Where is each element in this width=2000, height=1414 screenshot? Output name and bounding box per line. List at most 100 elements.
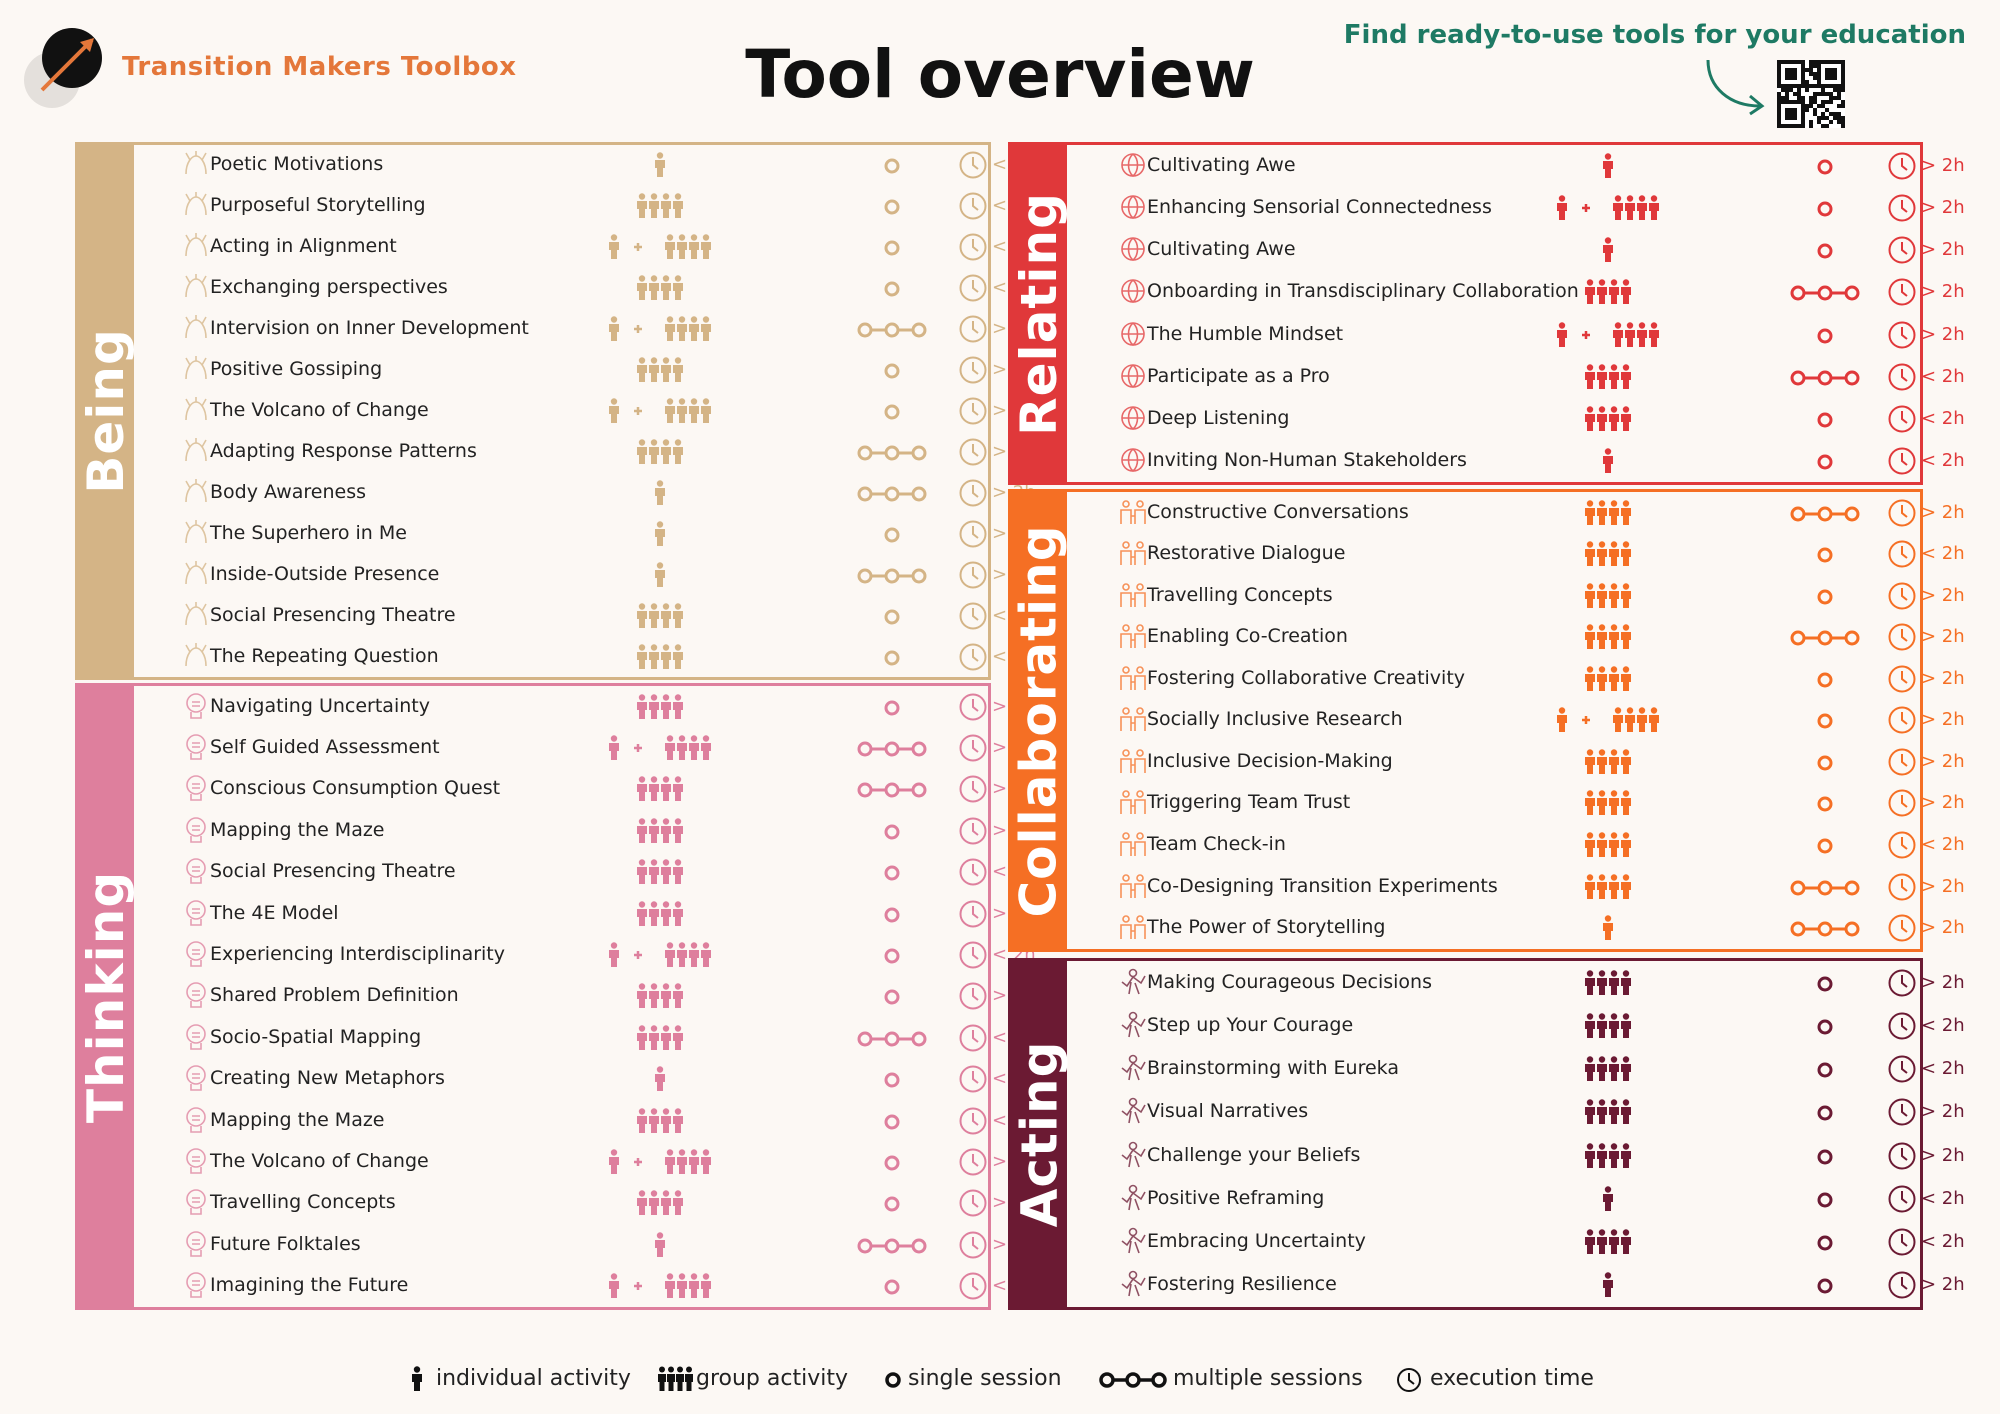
tool-row[interactable]: Mapping the Maze> 2h	[134, 812, 1036, 850]
tool-row[interactable]: Restorative Dialogue < 2h	[1067, 535, 1965, 573]
tool-name[interactable]: The Repeating Question	[210, 644, 439, 667]
tool-row[interactable]: Exchanging perspectives< 2h	[134, 269, 1036, 307]
tool-name[interactable]: The Humble Mindset	[1147, 322, 1344, 345]
tool-name[interactable]: Acting in Alignment	[210, 235, 397, 258]
tool-row[interactable]: Enhancing Sensorial Connectedness > 2h	[1067, 189, 1965, 227]
tool-name[interactable]: Inside-Outside Presence	[210, 562, 440, 585]
tool-row[interactable]: The Volcano of Change> 2h	[134, 392, 1036, 430]
tool-row[interactable]: Intervision on Inner Development> 2h	[134, 310, 1036, 348]
tool-row[interactable]: Cultivating Awe > 2h	[1067, 231, 1965, 269]
tool-row[interactable]: Challenge your Beliefs > 2h	[1067, 1137, 1965, 1175]
tool-row[interactable]: The 4E Model> 2h	[134, 895, 1036, 933]
tool-name[interactable]: Travelling Concepts	[210, 1191, 396, 1214]
tool-row[interactable]: Purposeful Storytelling< 2h	[134, 187, 1036, 225]
tool-name[interactable]: The Superhero in Me	[210, 521, 407, 544]
tool-row[interactable]: Inclusive Decision-Making > 2h	[1067, 743, 1965, 781]
tool-name[interactable]: Deep Listening	[1147, 406, 1290, 429]
tool-row[interactable]: Shared Problem Definition> 2h	[134, 977, 1036, 1015]
tool-name[interactable]: Restorative Dialogue	[1147, 542, 1346, 565]
tool-row[interactable]: Socially Inclusive Research > 2h	[1067, 701, 1965, 739]
tool-name[interactable]: Fostering Resilience	[1147, 1273, 1337, 1296]
tool-name[interactable]: The Volcano of Change	[210, 1149, 429, 1172]
tool-row[interactable]: Inviting Non-Human Stakeholders < 2h	[1067, 442, 1965, 480]
tool-name[interactable]: The 4E Model	[210, 901, 339, 924]
tool-name[interactable]: Triggering Team Trust	[1147, 791, 1351, 814]
tool-name[interactable]: Conscious Consumption Quest	[210, 777, 501, 800]
tool-row[interactable]: Adapting Response Patterns> 2h	[134, 433, 1036, 471]
tool-row[interactable]: Conscious Consumption Quest> 2h	[134, 770, 1036, 808]
tool-name[interactable]: Cultivating Awe	[1147, 154, 1296, 177]
tool-row[interactable]: Fostering Collaborative Creativity > 2h	[1067, 660, 1965, 698]
tool-row[interactable]: Self Guided Assessment> 2h	[134, 729, 1036, 767]
tool-name[interactable]: Social Presencing Theatre	[210, 860, 456, 883]
tool-name[interactable]: Socially Inclusive Research	[1147, 708, 1403, 731]
tool-row[interactable]: Imagining the Future< 2h	[134, 1267, 1036, 1305]
tool-row[interactable]: The Humble Mindset > 2h	[1067, 316, 1965, 354]
tool-name[interactable]: Visual Narratives	[1147, 1100, 1309, 1123]
tool-row[interactable]: Positive Reframing < 2h	[1067, 1180, 1965, 1218]
tool-name[interactable]: Positive Gossiping	[210, 358, 383, 381]
tool-name[interactable]: Socio-Spatial Mapping	[210, 1025, 422, 1048]
tool-name[interactable]: Challenge your Beliefs	[1147, 1143, 1361, 1166]
tool-name[interactable]: Mapping the Maze	[210, 818, 385, 841]
tool-name[interactable]: Inviting Non-Human Stakeholders	[1147, 448, 1467, 471]
tool-name[interactable]: Positive Reframing	[1147, 1186, 1325, 1209]
tool-name[interactable]: Brainstorming with Eureka	[1147, 1057, 1399, 1080]
tool-row[interactable]: Enabling Co-Creation > 2h	[1067, 618, 1965, 656]
tool-row[interactable]: Onboarding in Transdisciplinary Collabor…	[1067, 273, 1965, 311]
qr-code-icon[interactable]	[1777, 60, 1845, 128]
tool-name[interactable]: Fostering Collaborative Creativity	[1147, 666, 1466, 689]
tool-name[interactable]: Enhancing Sensorial Connectedness	[1147, 196, 1492, 219]
tool-row[interactable]: Participate as a Pro < 2h	[1067, 358, 1965, 396]
tool-row[interactable]: Inside-Outside Presence> 2h	[134, 556, 1036, 594]
tool-name[interactable]: Mapping the Maze	[210, 1108, 385, 1131]
tool-name[interactable]: Inclusive Decision-Making	[1147, 749, 1393, 772]
tool-name[interactable]: Exchanging perspectives	[210, 276, 448, 299]
tool-name[interactable]: Adapting Response Patterns	[210, 439, 477, 462]
tool-name[interactable]: Creating New Metaphors	[210, 1067, 445, 1090]
tool-row[interactable]: Cultivating Awe > 2h	[1067, 147, 1965, 185]
tool-row[interactable]: Experiencing Interdisciplinarity < 2h	[134, 936, 1036, 974]
tool-name[interactable]: Constructive Conversations	[1147, 500, 1409, 523]
tool-row[interactable]: Co-Designing Transition Experiments > 2h	[1067, 868, 1965, 906]
tool-row[interactable]: Constructive Conversations > 2h	[1067, 494, 1965, 532]
tool-row[interactable]: Deep Listening < 2h	[1067, 400, 1965, 438]
tool-name[interactable]: Team Check-in	[1147, 833, 1286, 856]
tool-name[interactable]: Onboarding in Transdisciplinary Collabor…	[1147, 280, 1579, 303]
tool-name[interactable]: Travelling Concepts	[1147, 583, 1333, 606]
tool-name[interactable]: Step up Your Courage	[1147, 1013, 1354, 1036]
tool-name[interactable]: Experiencing Interdisciplinarity	[210, 943, 506, 966]
tool-name[interactable]: Cultivating Awe	[1147, 238, 1296, 261]
tool-name[interactable]: Poetic Motivations	[210, 153, 384, 176]
tool-row[interactable]: Visual Narratives > 2h	[1067, 1093, 1965, 1131]
tool-row[interactable]: Creating New Metaphors< 2h	[134, 1060, 1036, 1098]
tool-name[interactable]: Co-Designing Transition Experiments	[1147, 874, 1498, 897]
tool-name[interactable]: Social Presencing Theatre	[210, 603, 456, 626]
tool-row[interactable]: Step up Your Courage < 2h	[1067, 1007, 1965, 1045]
tool-row[interactable]: Navigating Uncertainty> 2h	[134, 688, 1036, 726]
tool-row[interactable]: Making Courageous Decisions > 2h	[1067, 964, 1965, 1002]
tool-row[interactable]: The Repeating Question< 2h	[134, 638, 1036, 676]
tool-name[interactable]: Embracing Uncertainty	[1147, 1230, 1366, 1253]
tool-name[interactable]: Shared Problem Definition	[210, 984, 459, 1007]
tool-name[interactable]: Imagining the Future	[210, 1274, 409, 1297]
tool-name[interactable]: The Volcano of Change	[210, 398, 429, 421]
tool-row[interactable]: Embracing Uncertainty < 2h	[1067, 1223, 1965, 1261]
tool-row[interactable]: The Superhero in Me> 2h	[134, 515, 1036, 553]
tool-name[interactable]: Making Courageous Decisions	[1147, 970, 1432, 993]
tool-row[interactable]: Body Awareness> 2h	[134, 474, 1036, 512]
tool-name[interactable]: Body Awareness	[210, 480, 367, 503]
tool-name[interactable]: Participate as a Pro	[1147, 364, 1330, 387]
tool-row[interactable]: Triggering Team Trust > 2h	[1067, 784, 1965, 822]
tool-row[interactable]: Future Folktales> 2h	[134, 1226, 1036, 1264]
tool-name[interactable]: Purposeful Storytelling	[210, 194, 426, 217]
tool-row[interactable]: Socio-Spatial Mapping< 2h	[134, 1019, 1036, 1057]
tool-row[interactable]: Poetic Motivations< 2h	[134, 146, 1036, 184]
tool-row[interactable]: Acting in Alignment< 2h	[134, 228, 1036, 266]
tool-name[interactable]: The Power of Storytelling	[1147, 916, 1386, 939]
tool-name[interactable]: Future Folktales	[210, 1232, 361, 1255]
tool-name[interactable]: Intervision on Inner Development	[210, 317, 529, 340]
tool-row[interactable]: Social Presencing Theatre< 2h	[134, 853, 1036, 891]
tool-name[interactable]: Enabling Co-Creation	[1147, 625, 1348, 648]
tool-row[interactable]: Brainstorming with Eureka < 2h	[1067, 1050, 1965, 1088]
